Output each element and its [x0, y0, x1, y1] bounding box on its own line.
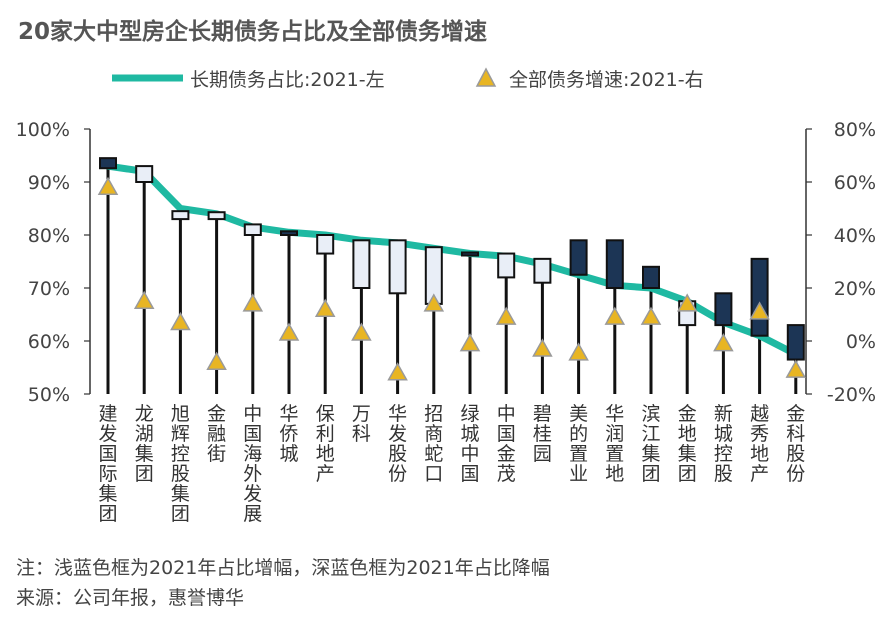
x-axis-labels: 建发国际集团龙湖集团旭辉控股集团金融街中国海外发展华侨城保利地产万科华发股份招商…: [98, 403, 805, 525]
growth-triangle: [785, 359, 807, 378]
change-box-decrease: [99, 157, 117, 170]
x-axis-label: 中国海外发展: [243, 403, 262, 525]
x-axis-label: 绿城中国: [460, 403, 479, 485]
growth-triangle: [640, 306, 662, 325]
growth-triangle: [351, 322, 372, 341]
growth-triangle: [459, 333, 481, 352]
right-tick-label: -20%: [827, 384, 876, 406]
left-tick-label: 80%: [28, 225, 70, 247]
growth-triangle: [604, 306, 626, 325]
category-stems: [106, 158, 798, 394]
left-tick-label: 60%: [28, 331, 70, 353]
right-tick-label: 20%: [834, 278, 876, 300]
change-box-decrease: [461, 251, 479, 257]
change-box-decrease: [714, 292, 733, 327]
growth-triangle: [97, 176, 119, 196]
x-axis-label: 金科股份: [786, 403, 805, 485]
left-axis-ticks: 50% 60% 70% 80% 90% 100%: [16, 119, 90, 406]
growth-triangle: [676, 293, 698, 312]
x-axis-label: 建发国际集团: [98, 403, 117, 525]
left-tick-label: 50%: [28, 384, 70, 406]
change-box-decrease: [569, 239, 588, 276]
left-tick-label: 90%: [28, 172, 70, 194]
series-triangles-debt-growth: [97, 176, 807, 381]
x-axis-label: 碧桂园: [533, 403, 552, 465]
growth-triangle: [133, 290, 155, 309]
x-axis-label: 中国金茂: [497, 403, 516, 485]
change-box-decrease: [786, 324, 805, 361]
change-box-increase: [135, 165, 154, 184]
growth-triangle: [314, 298, 336, 317]
change-box-increase: [352, 239, 371, 290]
growth-triangle: [170, 311, 191, 331]
chart: 长期债务占比:2021-左 全部债务增速:2021-右 50% 60% 70% 80%…: [16, 67, 876, 525]
x-axis-label: 美的置业: [569, 403, 588, 485]
legend-triangle-marker: [475, 67, 497, 87]
change-box-increase: [207, 211, 226, 221]
change-box-increase: [533, 257, 552, 284]
x-axis-label: 越秀地产: [750, 403, 769, 485]
page-title: 20家大中型房企长期债务占比及全部债务增速: [18, 19, 488, 45]
x-axis-label: 旭辉控股集团: [171, 403, 190, 525]
footnote: 注：浅蓝色框为2021年占比增幅，深蓝色框为2021年占比降幅: [16, 557, 550, 579]
right-tick-label: 80%: [834, 119, 876, 141]
growth-triangle: [749, 301, 770, 320]
change-box-increase: [243, 223, 262, 236]
x-axis-label: 新城控股: [714, 403, 733, 485]
change-box-decrease: [605, 239, 624, 290]
x-axis-label: 金融街: [207, 403, 226, 465]
change-boxes: [99, 157, 805, 361]
growth-triangle: [423, 293, 445, 312]
change-box-increase: [497, 252, 516, 279]
growth-triangle: [242, 293, 264, 312]
right-tick-label: 60%: [834, 172, 876, 194]
growth-triangle: [532, 338, 553, 357]
legend-label-line: 长期债务占比:2021-左: [190, 69, 385, 91]
legend-label-triangle: 全部债务增速:2021-右: [509, 69, 704, 91]
change-box-decrease: [642, 265, 660, 289]
right-axis-ticks: -20% 0% 20% 40% 60% 80%: [806, 119, 876, 406]
growth-triangle: [495, 306, 517, 325]
x-axis-label: 保利地产: [316, 403, 335, 485]
growth-triangle: [278, 322, 300, 341]
x-axis-label: 金地集团: [678, 403, 697, 485]
x-axis-label: 滨江集团: [641, 403, 660, 485]
right-tick-label: 0%: [846, 331, 876, 353]
left-tick-label: 70%: [28, 278, 70, 300]
legend: 长期债务占比:2021-左 全部债务增速:2021-右: [112, 67, 704, 91]
x-axis-label: 华发股份: [388, 403, 407, 485]
change-box-increase: [388, 239, 407, 295]
change-box-decrease: [750, 257, 769, 337]
x-axis-label: 华侨城: [279, 403, 298, 465]
change-box-increase: [316, 234, 335, 255]
right-tick-label: 40%: [834, 225, 876, 247]
x-axis-label: 招商蛇口: [424, 403, 443, 485]
change-box-decrease: [280, 230, 298, 236]
growth-triangle: [206, 351, 227, 370]
x-axis-label: 万科: [352, 403, 371, 445]
x-axis-label: 龙湖集团: [135, 403, 154, 485]
change-box-increase: [171, 210, 190, 221]
growth-triangle: [568, 342, 589, 361]
x-axis-label: 华润置地: [605, 403, 624, 485]
left-tick-label: 100%: [16, 119, 70, 141]
source-note: 来源：公司年报，惠誉博华: [16, 587, 245, 609]
growth-triangle: [387, 362, 408, 381]
growth-triangle: [713, 333, 734, 352]
